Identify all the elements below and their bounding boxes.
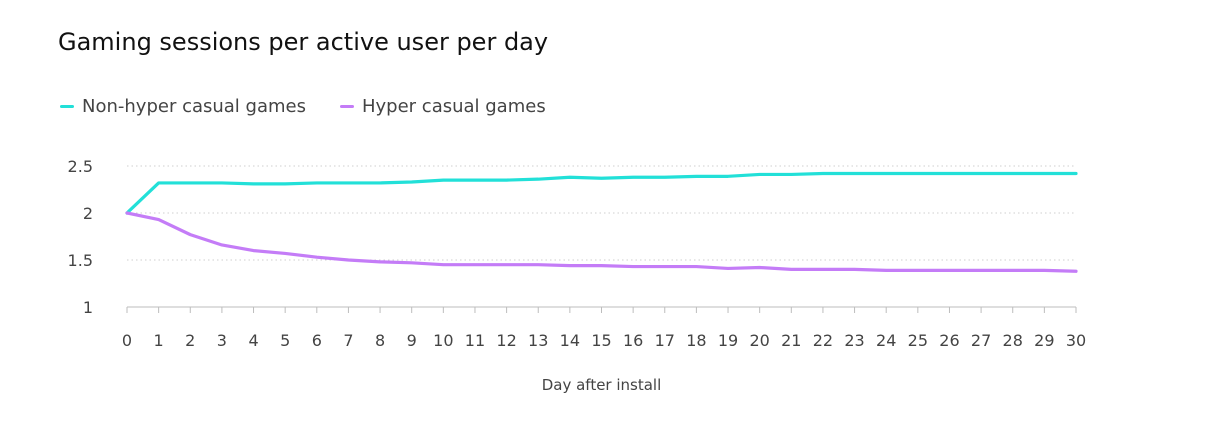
x-tick-label-17: 17 — [655, 331, 675, 350]
chart-title: Gaming sessions per active user per day — [58, 28, 549, 56]
x-tick-label-16: 16 — [623, 331, 643, 350]
x-tick-label-18: 18 — [686, 331, 706, 350]
x-tick-label-2: 2 — [185, 331, 195, 350]
y-tick-label-1.5: 1.5 — [68, 251, 93, 270]
series-lines — [125, 171, 1078, 273]
legend: Non-hyper casual games Hyper casual game… — [60, 96, 546, 117]
x-tick-label-23: 23 — [844, 331, 864, 350]
x-tick-label-13: 13 — [528, 331, 548, 350]
x-tick-label-15: 15 — [591, 331, 611, 350]
x-tick-label-25: 25 — [908, 331, 928, 350]
y-tick-label-2.5: 2.5 — [68, 157, 93, 176]
x-tick-label-8: 8 — [375, 331, 385, 350]
x-tick-label-11: 11 — [465, 331, 485, 350]
x-tick-label-20: 20 — [749, 331, 769, 350]
x-axis-label: Day after install — [542, 376, 662, 394]
series-line-hyper-casual — [125, 211, 1078, 273]
gridlines — [127, 165, 1076, 261]
x-tick-label-22: 22 — [813, 331, 833, 350]
x-tick-label-27: 27 — [971, 331, 991, 350]
y-tick-label-2: 2 — [83, 204, 93, 223]
x-tick-label-1: 1 — [154, 331, 164, 350]
x-tick-label-6: 6 — [312, 331, 322, 350]
legend-swatch-non-hyper — [60, 105, 74, 108]
x-tick-label-26: 26 — [939, 331, 959, 350]
x-tick-label-29: 29 — [1034, 331, 1054, 350]
x-tick-label-3: 3 — [217, 331, 227, 350]
legend-item-hyper[interactable]: Hyper casual games — [339, 96, 546, 117]
x-tick-label-5: 5 — [280, 331, 290, 350]
x-tick-label-24: 24 — [876, 331, 896, 350]
x-tick-label-9: 9 — [407, 331, 417, 350]
legend-swatch-hyper — [339, 105, 354, 108]
x-tick-label-30: 30 — [1066, 331, 1086, 350]
x-tick-label-7: 7 — [343, 331, 353, 350]
series-line-non-hyper-casual — [125, 171, 1078, 215]
x-tick-label-28: 28 — [1003, 331, 1023, 350]
axes: 11.522.50 1 2 3 4 5 6 7 8 9 10 11 12 13 14 15 16 17 18 19 20… — [68, 157, 1087, 350]
x-tick-label-19: 19 — [718, 331, 738, 350]
x-tick-label-14: 14 — [560, 331, 580, 350]
legend-item-non-hyper[interactable]: Non-hyper casual games — [60, 96, 306, 117]
x-tick-label-12: 12 — [496, 331, 516, 350]
x-tick-label-4: 4 — [248, 331, 258, 350]
x-tick-label-21: 21 — [781, 331, 801, 350]
y-tick-label-1: 1 — [83, 298, 93, 317]
x-tick-label-0: 0 — [122, 331, 132, 350]
legend-label-non-hyper: Non-hyper casual games — [82, 96, 306, 117]
x-tick-label-10: 10 — [433, 331, 453, 350]
legend-label-hyper: Hyper casual games — [361, 96, 546, 117]
